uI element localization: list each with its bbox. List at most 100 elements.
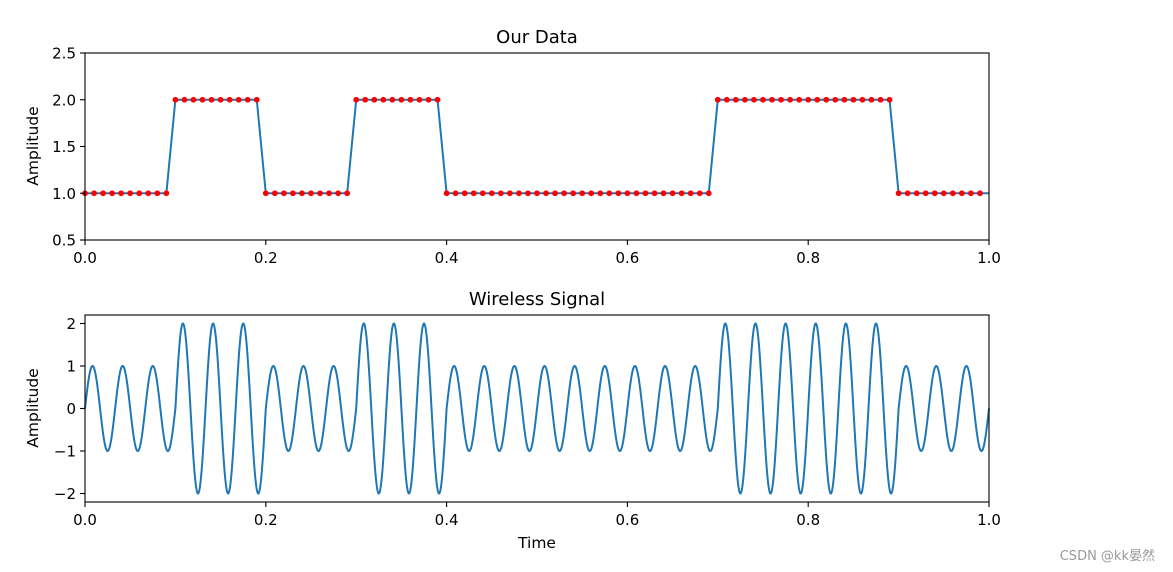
x-tick-label: 0.0 bbox=[73, 249, 97, 267]
data-point bbox=[633, 190, 640, 197]
data-point bbox=[823, 96, 830, 103]
signal-chart: Wireless Signal Amplitude Time 0.0 0.2 0.4… bbox=[24, 289, 1001, 552]
data-point bbox=[434, 96, 441, 103]
data-point bbox=[199, 96, 206, 103]
data-chart-y-axis: 0.5 1.0 1.5 2.0 2.5 bbox=[52, 45, 85, 250]
data-point bbox=[280, 190, 287, 197]
data-point bbox=[136, 190, 143, 197]
y-tick-label: 0.5 bbox=[52, 232, 76, 250]
data-point bbox=[642, 190, 649, 197]
data-point bbox=[751, 96, 757, 103]
data-point bbox=[479, 190, 486, 197]
data-point bbox=[561, 190, 568, 197]
data-point bbox=[452, 190, 459, 197]
data-point bbox=[488, 190, 495, 197]
data-point bbox=[769, 96, 775, 103]
data-point bbox=[91, 190, 97, 197]
data-point bbox=[778, 96, 784, 103]
x-tick-label: 0.6 bbox=[615, 249, 639, 267]
data-point bbox=[299, 190, 305, 197]
data-point bbox=[461, 190, 468, 197]
data-point bbox=[470, 190, 477, 197]
data-point bbox=[253, 96, 260, 103]
data-point bbox=[742, 96, 748, 103]
data-point bbox=[796, 96, 803, 103]
data-point bbox=[407, 96, 414, 103]
data-point bbox=[443, 190, 450, 197]
signal-series-line bbox=[84, 322, 990, 495]
data-point bbox=[669, 190, 676, 197]
data-point bbox=[497, 190, 504, 197]
data-point bbox=[922, 190, 929, 197]
data-point bbox=[262, 190, 269, 197]
data-point bbox=[226, 96, 233, 103]
signal-chart-title: Wireless Signal bbox=[469, 289, 605, 310]
y-tick-label: 1.0 bbox=[52, 185, 76, 203]
data-point bbox=[660, 190, 667, 197]
data-point bbox=[506, 190, 513, 197]
data-point bbox=[760, 96, 766, 103]
data-chart-title: Our Data bbox=[496, 27, 578, 48]
data-point bbox=[651, 190, 658, 197]
data-point bbox=[850, 96, 857, 103]
y-tick-label: 1 bbox=[66, 358, 76, 376]
data-point bbox=[552, 190, 558, 197]
signal-chart-plot-area bbox=[84, 322, 990, 495]
x-tick-label: 0.0 bbox=[73, 511, 97, 529]
data-point bbox=[588, 190, 595, 197]
data-point bbox=[696, 190, 703, 197]
data-point bbox=[100, 190, 106, 197]
data-point bbox=[678, 190, 685, 197]
x-tick-label: 0.2 bbox=[254, 511, 278, 529]
data-point bbox=[154, 190, 161, 197]
data-point bbox=[705, 190, 712, 197]
data-point bbox=[570, 190, 577, 197]
x-tick-label: 0.2 bbox=[254, 249, 278, 267]
data-point bbox=[787, 96, 794, 103]
data-point bbox=[958, 190, 965, 197]
data-point bbox=[335, 190, 342, 197]
data-point bbox=[940, 190, 947, 197]
data-point bbox=[145, 190, 152, 197]
data-point bbox=[371, 96, 378, 103]
data-point bbox=[814, 96, 821, 103]
data-point bbox=[208, 96, 215, 103]
data-point bbox=[841, 96, 848, 103]
y-tick-label: 2 bbox=[66, 315, 76, 333]
signal-chart-xlabel: Time bbox=[517, 534, 556, 552]
x-tick-label: 0.6 bbox=[615, 511, 639, 529]
x-tick-label: 0.4 bbox=[435, 511, 459, 529]
data-point bbox=[344, 190, 351, 197]
y-tick-label: 1.5 bbox=[52, 138, 76, 156]
data-point bbox=[534, 190, 540, 197]
data-point bbox=[326, 190, 332, 197]
y-tick-label: −1 bbox=[54, 443, 76, 461]
data-point bbox=[868, 96, 875, 103]
x-tick-label: 0.4 bbox=[435, 249, 459, 267]
x-tick-label: 0.8 bbox=[796, 511, 820, 529]
data-point bbox=[714, 96, 721, 103]
data-point bbox=[886, 96, 893, 103]
data-point bbox=[977, 190, 983, 197]
data-point bbox=[723, 96, 730, 103]
data-chart-x-axis: 0.0 0.2 0.4 0.6 0.8 1.0 bbox=[73, 240, 1001, 267]
data-point bbox=[317, 190, 323, 197]
data-point bbox=[271, 190, 278, 197]
data-point bbox=[543, 190, 549, 197]
data-point bbox=[308, 190, 314, 197]
data-point bbox=[398, 96, 405, 103]
signal-chart-y-axis: −2 −1 0 1 2 bbox=[54, 315, 85, 503]
data-point bbox=[353, 96, 360, 103]
y-tick-label: 2.0 bbox=[52, 91, 76, 109]
data-point bbox=[832, 96, 839, 103]
data-point bbox=[235, 96, 242, 103]
y-tick-label: 0 bbox=[66, 400, 76, 418]
data-point bbox=[190, 96, 197, 103]
x-tick-label: 1.0 bbox=[977, 511, 1001, 529]
data-point bbox=[805, 96, 812, 103]
data-point bbox=[416, 96, 423, 103]
data-point bbox=[877, 96, 884, 103]
data-point bbox=[380, 96, 387, 103]
data-point bbox=[389, 96, 396, 103]
